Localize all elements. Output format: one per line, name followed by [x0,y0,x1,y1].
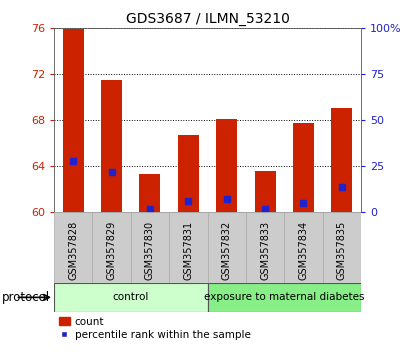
Bar [208,283,361,312]
Bar [63,29,84,212]
Bar [293,123,314,212]
Text: GSM357829: GSM357829 [107,221,117,280]
Text: GSM357833: GSM357833 [260,221,270,280]
Bar [208,212,246,283]
Text: GSM357830: GSM357830 [145,221,155,280]
Bar [169,212,208,283]
Bar [284,212,323,283]
Text: GSM357832: GSM357832 [222,221,232,280]
Bar [101,80,122,212]
Text: protocol: protocol [2,291,50,304]
Bar [139,175,161,212]
Bar [331,108,352,212]
Bar [54,212,92,283]
Text: control: control [112,292,149,302]
Text: GSM357831: GSM357831 [183,221,193,280]
Bar [254,171,276,212]
Bar [178,135,199,212]
Title: GDS3687 / ILMN_53210: GDS3687 / ILMN_53210 [126,12,289,26]
Bar [93,212,131,283]
Legend: count, percentile rank within the sample: count, percentile rank within the sample [59,317,251,340]
Text: exposure to maternal diabetes: exposure to maternal diabetes [204,292,364,302]
Bar [216,119,237,212]
Bar [131,212,169,283]
Text: GSM357835: GSM357835 [337,221,347,280]
Bar [54,283,208,312]
Bar [246,212,284,283]
Text: GSM357834: GSM357834 [298,221,308,280]
Text: GSM357828: GSM357828 [68,221,78,280]
Bar [323,212,361,283]
